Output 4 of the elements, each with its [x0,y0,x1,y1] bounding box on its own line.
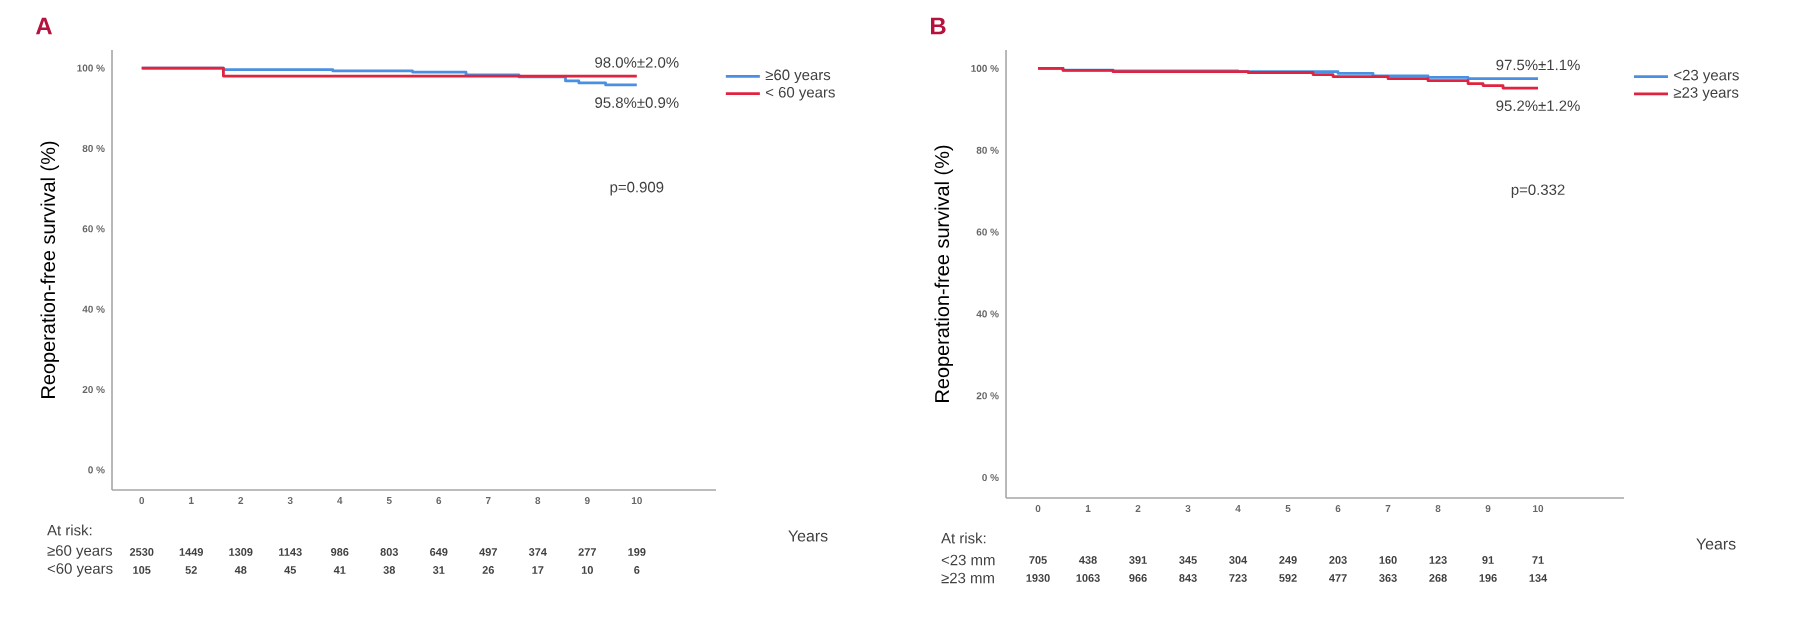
y-axis-title: Reoperation-free survival (%) [40,141,60,398]
chart-title: B [930,17,946,35]
chart-title: A [35,17,52,35]
y-axis-title: Reoperation-free survival (%) [934,145,954,402]
